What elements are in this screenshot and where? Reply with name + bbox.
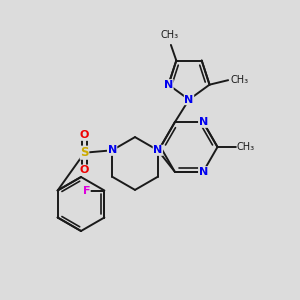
Text: N: N xyxy=(184,94,194,105)
Text: CH₃: CH₃ xyxy=(237,142,255,152)
Text: CH₃: CH₃ xyxy=(230,75,249,85)
Text: O: O xyxy=(80,130,89,140)
Text: S: S xyxy=(80,146,89,159)
Text: N: N xyxy=(164,80,173,90)
Text: N: N xyxy=(199,167,208,177)
Text: O: O xyxy=(80,165,89,175)
Text: N: N xyxy=(107,145,117,155)
Text: F: F xyxy=(82,185,90,196)
Text: CH₃: CH₃ xyxy=(160,30,178,40)
Text: N: N xyxy=(199,117,208,127)
Text: N: N xyxy=(153,145,163,155)
